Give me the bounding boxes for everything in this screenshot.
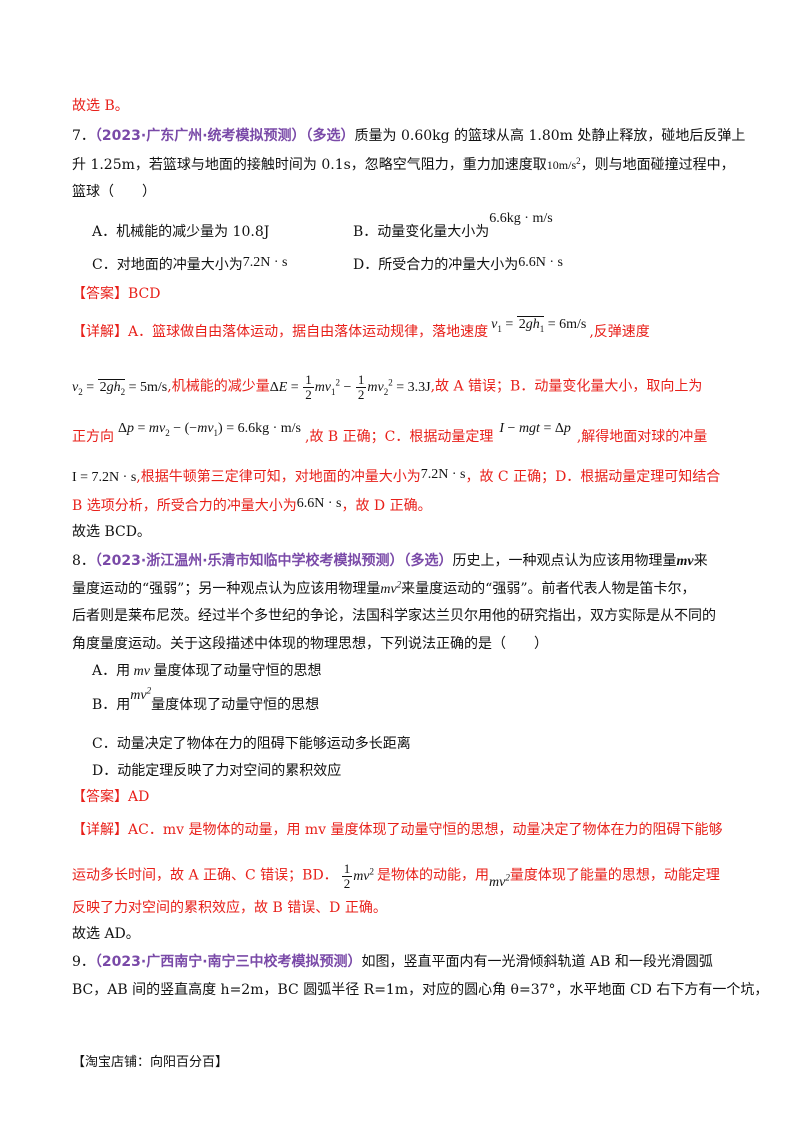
q8-type: （多选）: [403, 553, 453, 569]
q9-stem-line-2: BC，AB 间的竖直高度 h=2m，BC 圆弧半径 R=1m，对应的圆心角 θ=…: [72, 982, 769, 998]
q8-option-b-prefix: B．用: [92, 697, 131, 713]
q8-answer-label: 【答案】: [72, 789, 128, 805]
q8-answer-value: AD: [128, 789, 150, 805]
q8-option-a-text: 量度体现了动量守恒的思想: [153, 663, 322, 679]
q8-option-c: C．动量决定了物体在力的阻碍下能够运动多长距离: [92, 736, 411, 752]
q7-conclusion: 故选 BCD。: [72, 524, 151, 540]
q7-stem-line-1: 7．（2023·广东广州·统考模拟预测）（多选）质量为 0.60kg 的篮球从高…: [72, 126, 745, 146]
q7-detail-label: 【详解】: [72, 324, 128, 340]
q7-source: （2023·广东广州·统考模拟预测）: [94, 128, 306, 144]
q7-option-d: D．所受合力的冲量大小为6.6N · s: [353, 255, 563, 276]
q9-stem-line-1: 9．（2023·广西南宁·南宁三中校考模拟预测）如图，竖直平面内有一光滑倾斜轨道…: [72, 952, 713, 972]
q8-detail-line-3: 反映了力对空间的累积效应，故 B 错误、D 正确。: [72, 900, 387, 916]
q7-option-d-text: D．所受合力的冲量大小为: [353, 257, 519, 273]
q8-detail-mv2-symbol: mv2: [489, 872, 510, 890]
q7-detail-4a: ,根据牛顿第三定律可知，对地面的冲量大小为: [136, 469, 421, 485]
q7-v1-formula: v1 = 2gh1 = 6m/s: [491, 316, 587, 334]
q8-stem-2b: 来量度运动的“强弱”。前者代表人物是笛卡尔，: [401, 581, 696, 597]
q8-stem-line-2: 量度运动的“强弱”；另一种观点认为应该用物理量mv2来量度运动的“强弱”。前者代…: [72, 579, 695, 600]
q8-source: （2023·浙江温州·乐清市知临中学校考模拟预测）: [94, 553, 404, 569]
q7-detail-3a: 正方向: [72, 429, 114, 445]
q7-momentum-theorem: I − mgt = Δp: [499, 421, 571, 436]
q7-detail-3c: ,解得地面对球的冲量: [576, 429, 708, 445]
q7-stem-line-2: 升 1.25m，若篮球与地面的接触时间为 0.1s，忽略空气阻力，重力加速度取1…: [72, 155, 735, 175]
q7-g-value: 10m/s2: [546, 156, 581, 173]
q8-mv2-symbol: mv2: [380, 579, 402, 597]
q7-detail-2b: ,故 A 错误；B．动量变化量大小，取向上为: [430, 378, 703, 395]
q7-detail-5b: ，故 D 正确。: [341, 498, 432, 514]
q9-source: （2023·广西南宁·南宁三中校考模拟预测）: [94, 954, 362, 970]
q8-detail-2a: 运动多长时间，故 A 正确、C 错误；BD．: [72, 867, 338, 884]
q9-number: 9．: [72, 954, 95, 970]
q8-stem-1b: 来: [693, 553, 708, 569]
q8-mv-symbol: mv: [676, 554, 694, 569]
q7-momentum-change-formula: Δp = mv2 − (−mv1) = 6.6kg · m/s: [118, 421, 301, 438]
q7-detail-ground-impulse: 7.2N · s: [420, 467, 466, 482]
q7-stem-3: 篮球（ ）: [72, 184, 156, 200]
q8-option-d: D．动能定理反映了力对空间的累积效应: [92, 763, 342, 779]
q7-detail-line-1: 【详解】A．篮球做自由落体运动，据自由落体运动规律，落地速度 v1 = 2gh1 …: [72, 316, 650, 343]
q7-detail-net-impulse: 6.6N · s: [296, 496, 342, 511]
q8-option-b: B．用mv2量度体现了动量守恒的思想: [92, 686, 320, 716]
q7-detail-5a: B 选项分析，所受合力的冲量大小为: [72, 498, 297, 514]
q7-option-b: B．动量变化量大小为6.6kg · m/s: [353, 211, 553, 243]
q7-energy-formula: ΔE = 1 2 mv12 − 1 2 mv22 = 3.3J: [269, 372, 431, 402]
q8-option-a: A．用 mv 量度体现了动量守恒的思想: [92, 661, 321, 682]
q7-option-c-text: C．对地面的冲量大小为: [92, 257, 243, 273]
q7-answer: 【答案】BCD: [72, 284, 160, 304]
q7-stem-1: 质量为 0.60kg 的篮球从高 1.80m 处静止释放，碰地后反弹上: [354, 128, 746, 144]
q7-option-c: C．对地面的冲量大小为7.2N · s: [92, 255, 287, 276]
q7-option-d-value: 6.6N · s: [518, 255, 563, 270]
q8-detail-line-1: 【详解】AC．mv 是物体的动量，用 mv 量度体现了动量守恒的思想，动量决定了…: [72, 820, 723, 840]
q8-stem-1a: 历史上，一种观点认为应该用物理量: [452, 553, 677, 569]
q8-detail-2b: 是物体的动能，用: [377, 867, 490, 884]
q8-detail-label: 【详解】: [72, 822, 128, 838]
q7-option-c-value: 7.2N · s: [242, 255, 288, 270]
q7-impulse-value: I = 7.2N · s: [72, 470, 137, 485]
q7-option-b-value: 6.6kg · m/s: [489, 211, 553, 226]
q8-answer: 【答案】AD: [72, 787, 149, 807]
q7-answer-label: 【答案】: [72, 286, 128, 302]
q7-stem-2a: 升 1.25m，若篮球与地面的接触时间为 0.1s，忽略空气阻力，重力加速度取: [72, 157, 547, 173]
q8-stem-line-4: 角度量度运动。关于这段描述中体现的物理思想，下列说法正确的是（ ）: [72, 636, 548, 652]
q7-detail-3b: ,故 B 正确；C．根据动量定理: [305, 429, 494, 445]
q8-kinetic-energy-formula: 1 2 mv2: [341, 861, 375, 891]
q7-detail-1a: A．篮球做自由落体运动，据自由落体运动规律，落地速度: [128, 324, 489, 340]
q7-detail-4b: ，故 C 正确；D．根据动量定理可知结合: [465, 469, 721, 485]
q7-option-b-text: B．动量变化量大小为: [353, 224, 490, 240]
q8-stem-2a: 量度运动的“强弱”；另一种观点认为应该用物理量: [72, 581, 381, 597]
footer-shop-label: 【淘宝店铺：向阳百分百】: [72, 1055, 229, 1070]
q8-detail-line-2: 运动多长时间，故 A 正确、C 错误；BD． 1 2 mv2 是物体的动能，用mv2量度…: [72, 862, 720, 891]
q9-stem-1: 如图，竖直平面内有一光滑倾斜轨道 AB 和一段光滑圆弧: [361, 954, 713, 970]
q7-v2-formula: v2 = 2gh2 = 5m/s: [72, 378, 168, 397]
q7-option-a: A．机械能的减少量为 10.8J: [92, 224, 270, 240]
q8-detail-1: AC．mv 是物体的动量，用 mv 量度体现了动量守恒的思想，动量决定了物体在力…: [128, 822, 723, 838]
q6-conclusion: 故选 B。: [72, 98, 129, 114]
q7-detail-line-5: B 选项分析，所受合力的冲量大小为6.6N · s，故 D 正确。: [72, 496, 432, 517]
q8-detail-2c: 量度体现了能量的思想，动能定理: [509, 867, 720, 884]
q8-option-a-symbol: mv: [130, 664, 154, 679]
q7-detail-2a: ,机械能的减少量: [167, 378, 270, 395]
q8-stem-line-3: 后者则是莱布尼茨。经过半个多世纪的争论，法国科学家达兰贝尔用他的研究指出，双方实…: [72, 608, 716, 624]
q7-stem-2b: ，则与地面碰撞过程中，: [580, 157, 735, 173]
q8-option-b-symbol: mv2: [130, 685, 152, 703]
q7-detail-line-3: 正方向Δp = mv2 − (−mv1) = 6.6kg · m/s,故 B 正…: [72, 421, 708, 448]
q8-option-b-text: 量度体现了动量守恒的思想: [151, 697, 320, 713]
q8-stem-line-1: 8．（2023·浙江温州·乐清市知临中学校考模拟预测）（多选）历史上，一种观点认…: [72, 551, 708, 572]
q7-detail-1b: ,反弹速度: [589, 324, 650, 340]
q7-answer-value: BCD: [128, 286, 161, 302]
q8-number: 8．: [72, 553, 95, 569]
q7-type: （多选）: [305, 128, 355, 144]
q8-conclusion: 故选 AD。: [72, 926, 140, 942]
q7-detail-line-4: I = 7.2N · s,根据牛顿第三定律可知，对地面的冲量大小为7.2N · …: [72, 467, 720, 488]
q7-number: 7．: [72, 128, 95, 144]
q8-option-a-prefix: A．用: [92, 663, 131, 679]
